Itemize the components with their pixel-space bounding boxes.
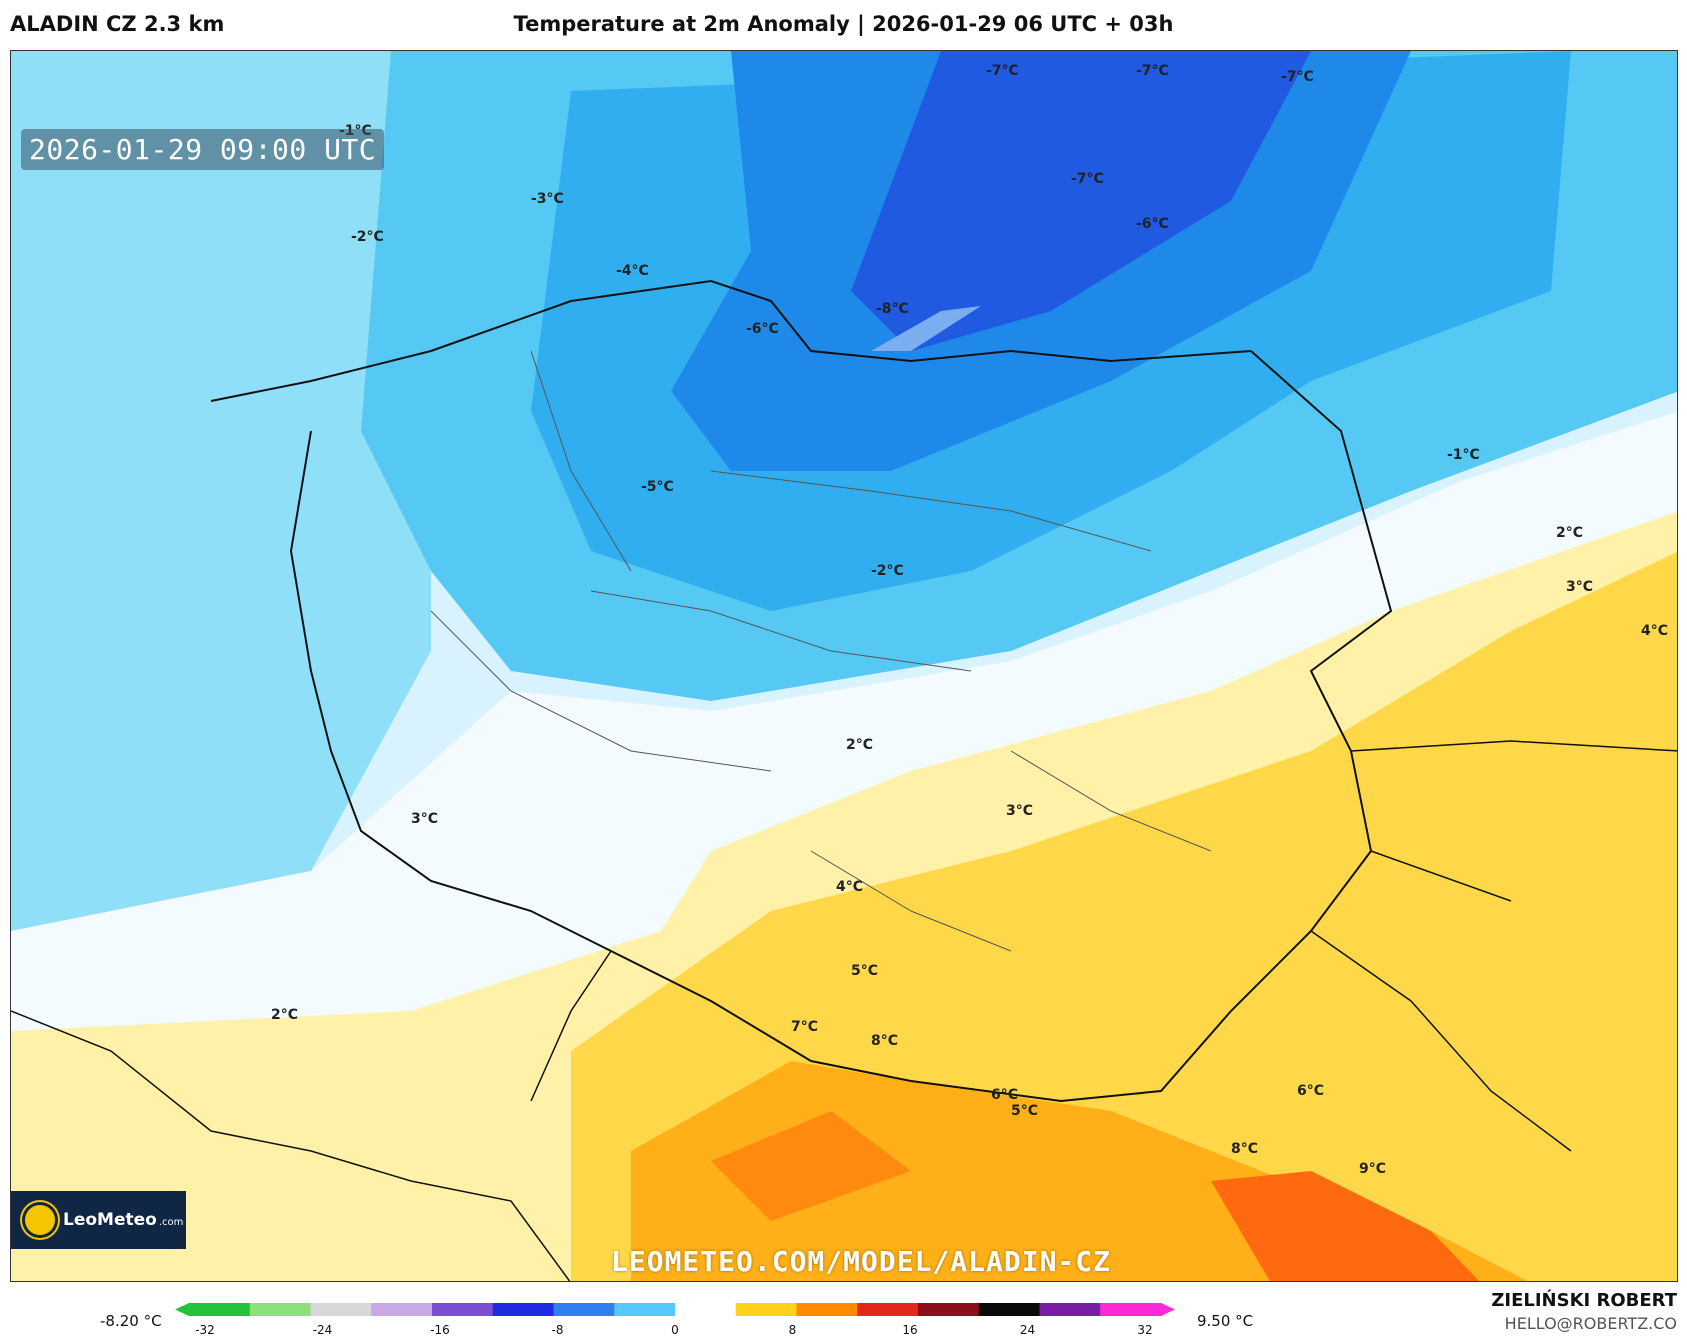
scale-segment: [492, 1303, 554, 1316]
valid-time-badge: 2026-01-29 09:00 UTC: [21, 129, 385, 170]
model-title: ALADIN CZ 2.3 km: [10, 12, 225, 36]
scale-segment: [978, 1303, 1040, 1316]
map-label: -5°C: [641, 479, 674, 495]
map-label: -4°C: [616, 263, 649, 279]
map-label: 3°C: [1566, 579, 1594, 595]
map-label: -3°C: [531, 191, 564, 207]
scale-right-tip: [1161, 1303, 1175, 1316]
logo-text: LeoMeteo .com: [63, 1210, 184, 1230]
zone-minus7: [851, 51, 1311, 351]
scale-segment: [310, 1303, 372, 1316]
scale-tick-label: -24: [312, 1323, 333, 1337]
map-label: -7°C: [1136, 63, 1169, 79]
baltic-coastline: [210, 279, 1252, 402]
border-east: [1310, 740, 1677, 1152]
map-label: 7°C: [791, 1019, 819, 1035]
map-label: 8°C: [1231, 1141, 1259, 1157]
map-label: 5°C: [1011, 1103, 1039, 1119]
scale-segment: [1039, 1303, 1101, 1316]
map-label: 4°C: [836, 879, 864, 895]
zone-plus7: [711, 1111, 911, 1221]
map-label: -6°C: [746, 321, 779, 337]
map-label: -6°C: [1136, 216, 1169, 232]
scale-tick-label: -16: [430, 1323, 450, 1337]
map-label: 5°C: [851, 963, 879, 979]
map-label: 2°C: [1556, 525, 1584, 541]
watermark-url: LEOMETEO.COM/MODEL/ALADIN-CZ: [611, 1245, 1112, 1278]
scale-segment: [189, 1303, 251, 1316]
scale-segment: [1100, 1303, 1162, 1316]
map-label: -7°C: [1281, 69, 1314, 85]
map-label: 8°C: [871, 1033, 899, 1049]
scale-segment: [249, 1303, 311, 1316]
author-email[interactable]: HELLO@ROBERTZ.CO: [1504, 1314, 1677, 1333]
map-label: 2°C: [846, 737, 874, 753]
zone-plus8: [1211, 1171, 1480, 1281]
map-frame: 2026-01-29 09:00 UTC -7°C -7°C -7°C -7°C…: [10, 50, 1678, 1282]
scale-tick-label: 16: [902, 1323, 918, 1337]
map-label: -8°C: [876, 301, 909, 317]
border-south: [11, 950, 612, 1281]
scale-segment: [371, 1303, 433, 1316]
scale-tick-label: 32: [1137, 1323, 1153, 1337]
map-label: -2°C: [871, 563, 904, 579]
map-title: Temperature at 2m Anomaly | 2026-01-29 0…: [513, 12, 1174, 36]
anomaly-map: [11, 51, 1677, 1281]
scale-segment: [614, 1303, 676, 1316]
sun-icon: [25, 1205, 55, 1235]
scale-tick-label: 0: [671, 1323, 679, 1337]
leometeo-logo[interactable]: LeoMeteo .com: [11, 1191, 186, 1249]
zone-zero: [11, 411, 1677, 1031]
lagoon: [871, 306, 981, 351]
map-label: -2°C: [351, 229, 384, 245]
map-label: 4°C: [1641, 623, 1669, 639]
map-label: 6°C: [1297, 1083, 1325, 1099]
scale-segment: [735, 1303, 797, 1316]
scale-tick-label: 24: [1019, 1323, 1036, 1337]
regional-borders: [430, 350, 1212, 952]
author-name: ZIELIŃSKI ROBERT: [1491, 1290, 1677, 1311]
scale-left-tip: [175, 1303, 189, 1316]
scale-min-label: -8.20 °C: [100, 1312, 162, 1330]
scale-segment: [432, 1303, 494, 1316]
scale-segment: [857, 1303, 919, 1316]
color-scale-bar: [175, 1303, 1175, 1316]
map-label: -7°C: [1071, 171, 1104, 187]
scale-segment: [675, 1303, 737, 1316]
scale-max-label: 9.50 °C: [1197, 1312, 1254, 1330]
scale-segment: [553, 1303, 615, 1316]
map-label: 6°C: [991, 1087, 1019, 1103]
map-label: 9°C: [1359, 1161, 1387, 1177]
map-label: 2°C: [271, 1007, 299, 1023]
map-label: 3°C: [1006, 803, 1034, 819]
map-label: -7°C: [986, 63, 1019, 79]
poland-border: [289, 350, 1393, 1103]
scale-tick-label: -32: [195, 1323, 215, 1337]
map-label: -1°C: [1447, 447, 1480, 463]
scale-segment: [918, 1303, 980, 1316]
map-label: 3°C: [411, 811, 439, 827]
scale-tick-label: 8: [788, 1323, 797, 1337]
scale-tick-label: -8: [551, 1323, 564, 1337]
scale-segment: [796, 1303, 858, 1316]
